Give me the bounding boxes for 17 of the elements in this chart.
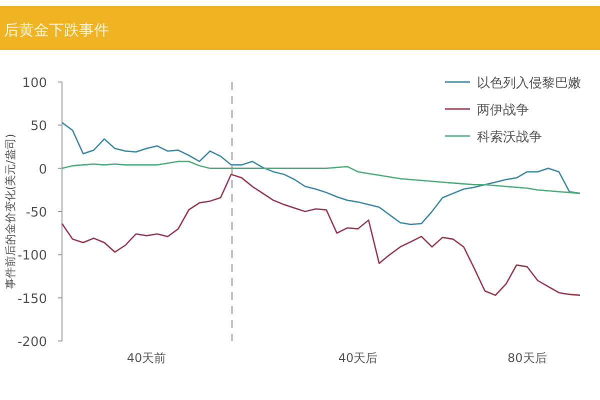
y-axis-title: 事件前后的金价变化(美元/盎司) <box>4 134 17 290</box>
legend-label: 两伊战争 <box>477 103 529 118</box>
y-tick-label: -200 <box>17 335 47 350</box>
y-tick-label: -100 <box>17 248 47 264</box>
y-tick-label: 0 <box>38 162 47 178</box>
legend-label: 科索沃战争 <box>477 130 542 145</box>
x-tick-label: 80天后 <box>508 351 547 365</box>
y-tick-label: 100 <box>22 76 47 91</box>
legend-label: 以色列入侵黎巴嫩 <box>477 76 581 91</box>
y-tick-label: 50 <box>30 119 47 134</box>
chart-title: 后黄金下跌事件 <box>4 21 109 39</box>
y-tick-label: -50 <box>26 206 47 220</box>
line-series <box>61 160 581 194</box>
x-tick-label: 40天后 <box>338 351 378 365</box>
line-series <box>61 174 581 296</box>
x-tick-label: 40天前 <box>126 351 166 365</box>
y-tick-label: -150 <box>17 292 47 307</box>
